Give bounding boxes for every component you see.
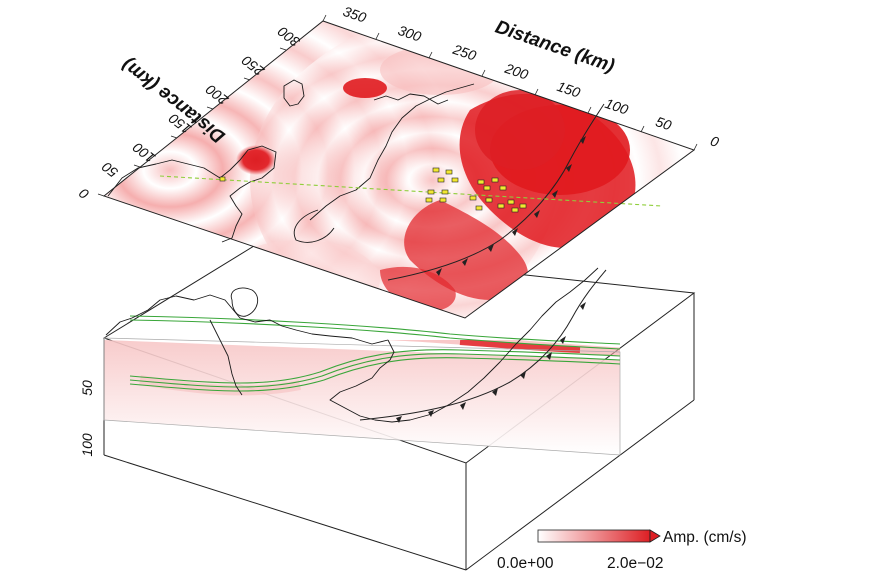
depth-tick-50: 50: [79, 380, 95, 396]
station-marker: [425, 197, 433, 203]
station-marker: [497, 203, 505, 209]
colorbar-max-label: 2.0e−02: [607, 555, 663, 572]
left-tick-0: 0: [76, 185, 92, 203]
station-marker: [451, 177, 459, 183]
bottom-panel: 50 100: [79, 245, 696, 571]
top-tick-200: 200: [502, 60, 530, 83]
left-tick-50: 50: [99, 159, 121, 181]
profile-plane: [103, 337, 621, 456]
colorbar: Amp. (cm/s) 0.0e+00 2.0e−02: [497, 529, 747, 572]
depth-tick-100: 100: [79, 433, 95, 457]
station-marker: [437, 177, 445, 183]
station-marker: [441, 189, 449, 195]
bottom-trench-teeth: [396, 302, 586, 423]
station-marker: [445, 169, 453, 175]
station-marker: [491, 177, 499, 183]
station-marker: [427, 189, 435, 195]
top-tick-350: 350: [341, 3, 368, 26]
station-marker: [219, 176, 226, 182]
station-markers: [219, 167, 527, 213]
block-edge-bottom-right: [465, 399, 695, 571]
top-coastline: [107, 79, 475, 243]
top-tick-300: 300: [396, 22, 423, 45]
top-tick-50: 50: [654, 113, 674, 133]
top-tick-150: 150: [555, 78, 582, 101]
station-marker: [485, 197, 493, 203]
station-marker: [469, 195, 477, 201]
cross-section-wavefield: [104, 340, 620, 455]
station-marker: [483, 185, 491, 191]
station-marker: [432, 167, 440, 173]
colorbar-min-label: 0.0e+00: [497, 555, 554, 572]
station-marker: [507, 199, 515, 205]
station-marker: [477, 179, 485, 185]
top-tick-100: 100: [603, 95, 630, 118]
bottom-trench-line: [359, 269, 607, 421]
block-edge-bottom-left: [103, 454, 467, 571]
top-tick-250: 250: [450, 41, 478, 64]
station-marker: [439, 197, 447, 203]
hotspot-north: [343, 78, 387, 98]
colorbar-arrow: [649, 529, 661, 543]
colorbar-label: Amp. (cm/s): [663, 529, 747, 546]
top-trench-teeth: [436, 136, 586, 276]
station-marker: [499, 185, 507, 191]
top-tick-0: 0: [708, 132, 721, 150]
bottom-coastline: [105, 267, 599, 423]
station-marker: [511, 207, 519, 213]
top-trench-line: [387, 103, 605, 281]
map-tick-marks: [97, 14, 698, 197]
station-marker: [475, 205, 483, 211]
station-marker: [519, 203, 527, 209]
strong-amplitude-zone: [380, 90, 636, 312]
colorbar-gradient: [537, 529, 651, 543]
